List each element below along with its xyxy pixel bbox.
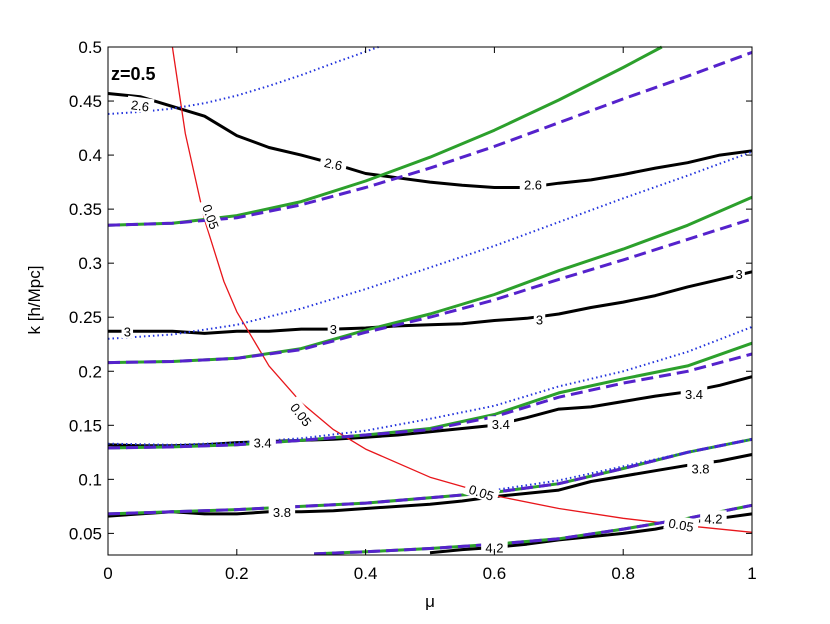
annotation-label: z=0.5 <box>111 64 156 84</box>
plot-frame <box>107 46 753 556</box>
series-line-8 <box>107 195 753 365</box>
contour-label-11: 3.8 <box>687 460 714 477</box>
contour-label-bg <box>268 503 296 519</box>
series-line-7 <box>107 50 753 227</box>
contour-label-bg <box>121 323 134 339</box>
series-line-11 <box>107 352 753 450</box>
contour-label-4: 3 <box>327 321 340 337</box>
contour-label-text: 3.4 <box>254 436 272 451</box>
contour-label-bg <box>126 95 155 115</box>
contour-label-16: 0.05 <box>463 479 501 505</box>
contour-label-3: 3 <box>121 323 134 339</box>
contour-label-bg <box>198 197 225 236</box>
x-tick-label-0: 0 <box>103 564 112 583</box>
contour-label-bg <box>533 311 546 327</box>
series-line-3 <box>107 453 753 518</box>
x-axis-label: μ <box>425 592 435 611</box>
y-tick-label-3: 0.2 <box>78 362 102 381</box>
contour-label-layer: 2.6 2.6 2.6 3 3 3 3 3.4 3.4 3.4 3.8 3.8 4.2 4.2 0.05 0.… <box>121 95 745 555</box>
contour-label-text: 0.05 <box>467 482 496 504</box>
contour-label-5: 3 <box>533 311 546 327</box>
series-line-10 <box>107 341 753 450</box>
contour-label-2: 2.6 <box>519 176 547 192</box>
series-line-18 <box>107 325 753 446</box>
contour-label-bg <box>487 416 515 432</box>
x-tick-label-1: 0.2 <box>225 564 249 583</box>
y-tick-label-9: 0.5 <box>78 38 102 57</box>
tick-layer: 0 0.2 0.4 0.6 0.8 1 0.05 0.1 0.15 0.2 0.25 0.3 0.35 0… <box>69 38 757 583</box>
contour-label-bg <box>733 266 745 281</box>
contour-label-13: 4.2 <box>700 510 727 526</box>
contour-label-0: 2.6 <box>126 95 155 115</box>
contour-label-bg <box>519 176 547 192</box>
y-tick-label-8: 0.45 <box>69 92 102 111</box>
contour-label-text: 3.4 <box>492 417 510 432</box>
contour-label-text: 3.8 <box>273 505 291 520</box>
contour-label-text: 3.8 <box>691 462 709 477</box>
y-tick-label-4: 0.25 <box>69 308 102 327</box>
contour-label-12: 4.2 <box>481 539 508 555</box>
x-tick-label-2: 0.4 <box>354 564 378 583</box>
contour-label-bg <box>700 510 727 526</box>
contour-label-bg <box>680 386 708 401</box>
contour-label-text: 0.05 <box>667 516 695 535</box>
series-line-5 <box>171 46 753 533</box>
contour-label-bg <box>327 321 340 337</box>
series-line-1 <box>108 270 753 335</box>
y-tick-label-5: 0.3 <box>78 254 102 273</box>
y-tick-label-2: 0.15 <box>69 416 102 435</box>
contour-label-text: 4.2 <box>704 511 722 526</box>
contour-label-9: 3.4 <box>680 386 708 402</box>
contour-label-8: 3.4 <box>487 416 515 432</box>
x-tick-label-4: 0.8 <box>611 564 635 583</box>
contour-label-7: 3.4 <box>249 434 276 451</box>
series-line-16 <box>107 46 379 115</box>
series-line-19 <box>494 438 753 492</box>
contour-label-text: 3 <box>536 312 543 327</box>
contour-label-text: 3 <box>735 267 742 282</box>
contour-label-bg <box>463 479 501 505</box>
x-tick-label-5: 1 <box>747 564 756 583</box>
plot-area <box>108 47 752 555</box>
contour-label-text: 3.4 <box>685 387 703 402</box>
y-tick-label-7: 0.4 <box>78 146 102 165</box>
contour-label-text: 3 <box>330 322 337 337</box>
contour-label-bg <box>687 460 714 476</box>
y-axis-label: k [h/Mpc] <box>25 266 44 335</box>
series-line-13 <box>107 437 753 516</box>
contour-label-17: 0.05 <box>663 513 700 535</box>
contour-label-text: 4.2 <box>485 540 503 555</box>
y-tick-label-6: 0.35 <box>69 200 102 219</box>
contour-label-text: 3 <box>124 324 131 339</box>
contour-label-10: 3.8 <box>268 503 296 520</box>
x-tick-label-3: 0.6 <box>483 564 507 583</box>
series-line-9 <box>107 217 753 365</box>
contour-label-1: 2.6 <box>318 153 349 174</box>
contour-label-6: 3 <box>733 266 745 282</box>
y-tick-label-0: 0.05 <box>69 524 102 543</box>
series-line-0 <box>107 92 753 189</box>
contour-label-bg <box>285 396 318 433</box>
contour-label-bg <box>318 153 349 174</box>
y-tick-label-1: 0.1 <box>78 470 102 489</box>
contour-label-text: 2.6 <box>130 97 150 114</box>
contour-label-text: 2.6 <box>323 155 344 173</box>
series-line-17 <box>107 150 753 340</box>
contour-label-bg <box>481 539 508 555</box>
contour-label-bg <box>249 434 276 450</box>
contour-label-bg <box>663 513 700 535</box>
contour-label-text: 2.6 <box>524 177 542 192</box>
